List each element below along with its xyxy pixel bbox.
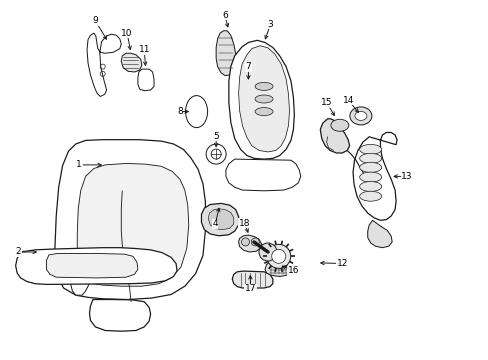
Circle shape <box>259 243 276 261</box>
Polygon shape <box>55 140 205 300</box>
Polygon shape <box>320 119 349 153</box>
Ellipse shape <box>359 191 381 201</box>
Polygon shape <box>228 40 294 159</box>
Ellipse shape <box>185 96 207 127</box>
Ellipse shape <box>255 82 272 90</box>
Polygon shape <box>238 235 261 252</box>
Polygon shape <box>71 273 92 295</box>
Text: 2: 2 <box>16 247 21 256</box>
Polygon shape <box>121 53 142 72</box>
Ellipse shape <box>255 95 272 103</box>
Text: 10: 10 <box>121 29 133 37</box>
Text: 16: 16 <box>287 266 299 275</box>
Ellipse shape <box>255 108 272 116</box>
Text: 8: 8 <box>177 107 183 116</box>
Polygon shape <box>367 220 391 248</box>
Text: 7: 7 <box>245 62 251 71</box>
Polygon shape <box>216 31 235 76</box>
Ellipse shape <box>359 181 381 192</box>
Polygon shape <box>201 203 238 236</box>
Text: 6: 6 <box>222 10 227 19</box>
Polygon shape <box>89 300 150 331</box>
Polygon shape <box>232 271 272 288</box>
Circle shape <box>251 238 259 246</box>
Ellipse shape <box>330 119 348 131</box>
Polygon shape <box>238 46 289 152</box>
Text: 13: 13 <box>400 172 412 181</box>
Text: 9: 9 <box>92 16 98 25</box>
Text: 11: 11 <box>138 45 150 54</box>
Ellipse shape <box>359 153 381 163</box>
Text: 17: 17 <box>244 284 256 293</box>
Polygon shape <box>77 163 188 286</box>
Ellipse shape <box>359 162 381 172</box>
Circle shape <box>271 249 285 263</box>
Text: 15: 15 <box>320 98 332 107</box>
Ellipse shape <box>359 172 381 182</box>
Circle shape <box>206 144 225 164</box>
Circle shape <box>241 238 249 246</box>
Polygon shape <box>239 83 255 110</box>
Circle shape <box>266 244 290 268</box>
Polygon shape <box>208 209 233 230</box>
Polygon shape <box>46 253 138 278</box>
Ellipse shape <box>354 111 366 120</box>
Polygon shape <box>87 33 121 96</box>
Ellipse shape <box>349 107 371 125</box>
Polygon shape <box>225 159 300 191</box>
Text: 5: 5 <box>213 131 219 140</box>
Polygon shape <box>264 262 289 276</box>
Text: 4: 4 <box>212 219 218 228</box>
Text: 1: 1 <box>76 160 82 169</box>
Ellipse shape <box>359 144 381 154</box>
Polygon shape <box>138 69 154 91</box>
Text: 18: 18 <box>238 219 250 228</box>
Polygon shape <box>16 248 177 284</box>
Text: 12: 12 <box>336 259 347 268</box>
Text: 14: 14 <box>342 95 353 104</box>
Text: 3: 3 <box>267 20 273 29</box>
Polygon shape <box>352 132 396 220</box>
